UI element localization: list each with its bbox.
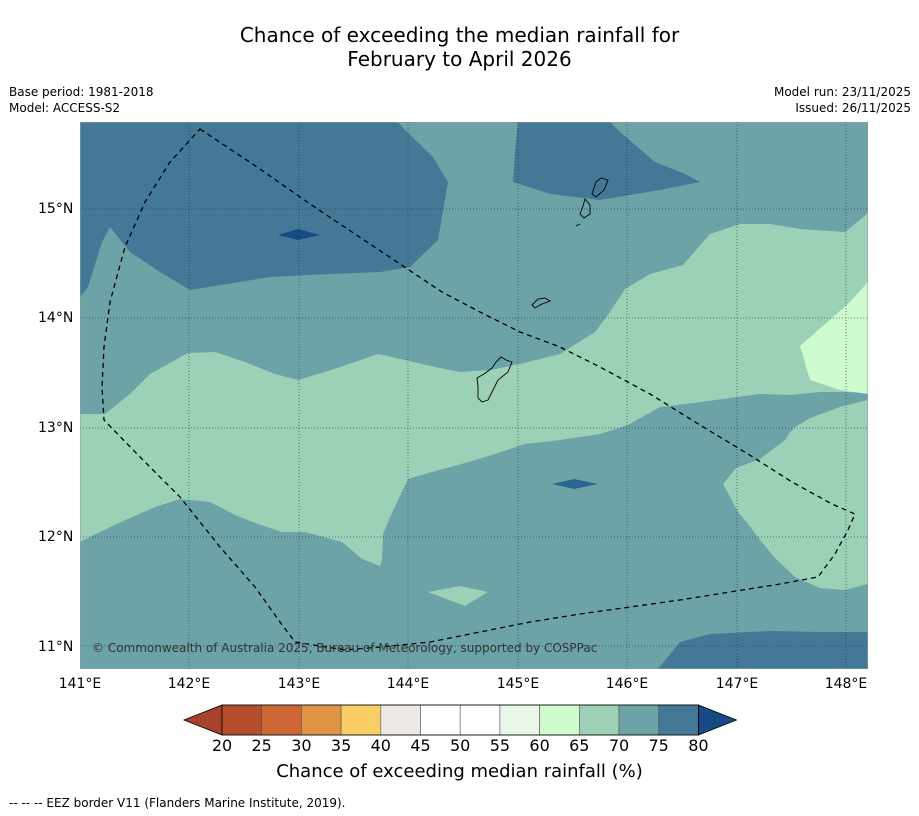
colorbar-cell-40_45: [380, 704, 421, 736]
guam-island: [476, 356, 513, 403]
colorbar-extend-low: [182, 704, 223, 736]
lat-tick-13n: 13°N: [38, 420, 74, 436]
colorbar-label: Chance of exceeding median rainfall (%): [276, 761, 643, 782]
lat-tick-14n: 14°N: [38, 310, 74, 326]
lon-tick-146e: 146°E: [605, 676, 649, 692]
contour-75-80-southeast: [658, 631, 868, 669]
colorbar-cell-45_50: [420, 704, 461, 736]
colorbar-cell-20_25: [221, 704, 263, 736]
rainfall-map: [80, 122, 868, 669]
meta-left: Base period: 1981-2018 Model: ACCESS-S2: [9, 84, 154, 116]
lon-tick-143e: 143°E: [277, 676, 321, 692]
contour-75-80-north: [513, 122, 700, 200]
colorbar-tick-65: 65: [569, 736, 590, 755]
eez-border: [101, 128, 856, 651]
islands: [476, 177, 609, 403]
colorbar-cell-30_35: [301, 704, 342, 736]
colorbar-tick-80: 80: [688, 736, 709, 755]
colorbar-tick-25: 25: [251, 736, 272, 755]
model-run: Model run: 23/11/2025: [773, 85, 911, 99]
colorbar-cell-60_65: [539, 704, 580, 736]
issued-date: Issued: 26/11/2025: [795, 101, 911, 115]
lon-tick-142e: 142°E: [167, 676, 211, 692]
colorbar-tick-45: 45: [410, 736, 431, 755]
contour-75-80-northwest: [80, 122, 448, 297]
colorbar-extend-high: [698, 704, 738, 736]
colorbar-cell-75_80: [658, 704, 699, 736]
contour-60-65-patch: [800, 282, 868, 394]
map-frame: [80, 122, 868, 669]
colorbar-frame: [221, 704, 699, 736]
contour-70-75-east: [628, 394, 793, 497]
contour-above-80-patch-2: [552, 479, 598, 489]
contour-above-80-patch-1: [278, 229, 320, 240]
colorbar-cell-25_30: [261, 704, 302, 736]
copyright-notice: © Commonwealth of Australia 2025, Bureau…: [92, 641, 598, 655]
contour-65-70-small-patch: [428, 586, 488, 606]
colorbar-tick-60: 60: [529, 736, 550, 755]
tinian-island: [579, 198, 591, 219]
colorbar-cell-35_40: [340, 704, 382, 736]
lon-tick-147e: 147°E: [715, 676, 759, 692]
lat-tick-12n: 12°N: [38, 529, 74, 545]
lat-tick-15n: 15°N: [38, 201, 74, 217]
eez-footnote: -- -- -- EEZ border V11 (Flanders Marine…: [9, 796, 346, 810]
grid-lines: [80, 122, 868, 669]
chart-title-line2: February to April 2026: [347, 47, 572, 71]
contour-65-70-band: [80, 213, 868, 566]
meta-right: Model run: 23/11/2025 Issued: 26/11/2025: [774, 84, 911, 116]
chart-title-line1: Chance of exceeding the median rainfall …: [239, 23, 680, 47]
lon-tick-144e: 144°E: [386, 676, 430, 692]
lon-tick-141e: 141°E: [58, 676, 102, 692]
colorbar-cell-55_60: [499, 704, 540, 736]
colorbar-tick-50: 50: [450, 736, 471, 755]
lat-tick-11n: 11°N: [38, 639, 74, 655]
colorbar-tick-20: 20: [211, 736, 233, 755]
colorbar-tick-40: 40: [370, 736, 391, 755]
lon-tick-148e: 148°E: [824, 676, 868, 692]
rota-island: [531, 297, 552, 309]
contour-65-70-southeast-lobe: [723, 393, 868, 590]
colorbar-tick-75: 75: [648, 736, 669, 755]
colorbar-tick-35: 35: [330, 736, 352, 755]
base-period: Base period: 1981-2018: [9, 85, 154, 99]
colorbar-cell-50_55: [459, 704, 501, 736]
colorbar-cells: [182, 704, 738, 736]
colorbar-tick-30: 30: [291, 736, 312, 755]
aguijan-island: [575, 223, 581, 227]
colorbar: [182, 704, 738, 736]
colorbar-cell-65_70: [578, 704, 620, 736]
saipan-island: [591, 177, 609, 198]
colorbar-tick-55: 55: [489, 736, 511, 755]
model-name: Model: ACCESS-S2: [9, 101, 121, 115]
lon-tick-145e: 145°E: [496, 676, 540, 692]
colorbar-tick-70: 70: [608, 736, 630, 755]
colorbar-cell-70_75: [618, 704, 660, 736]
